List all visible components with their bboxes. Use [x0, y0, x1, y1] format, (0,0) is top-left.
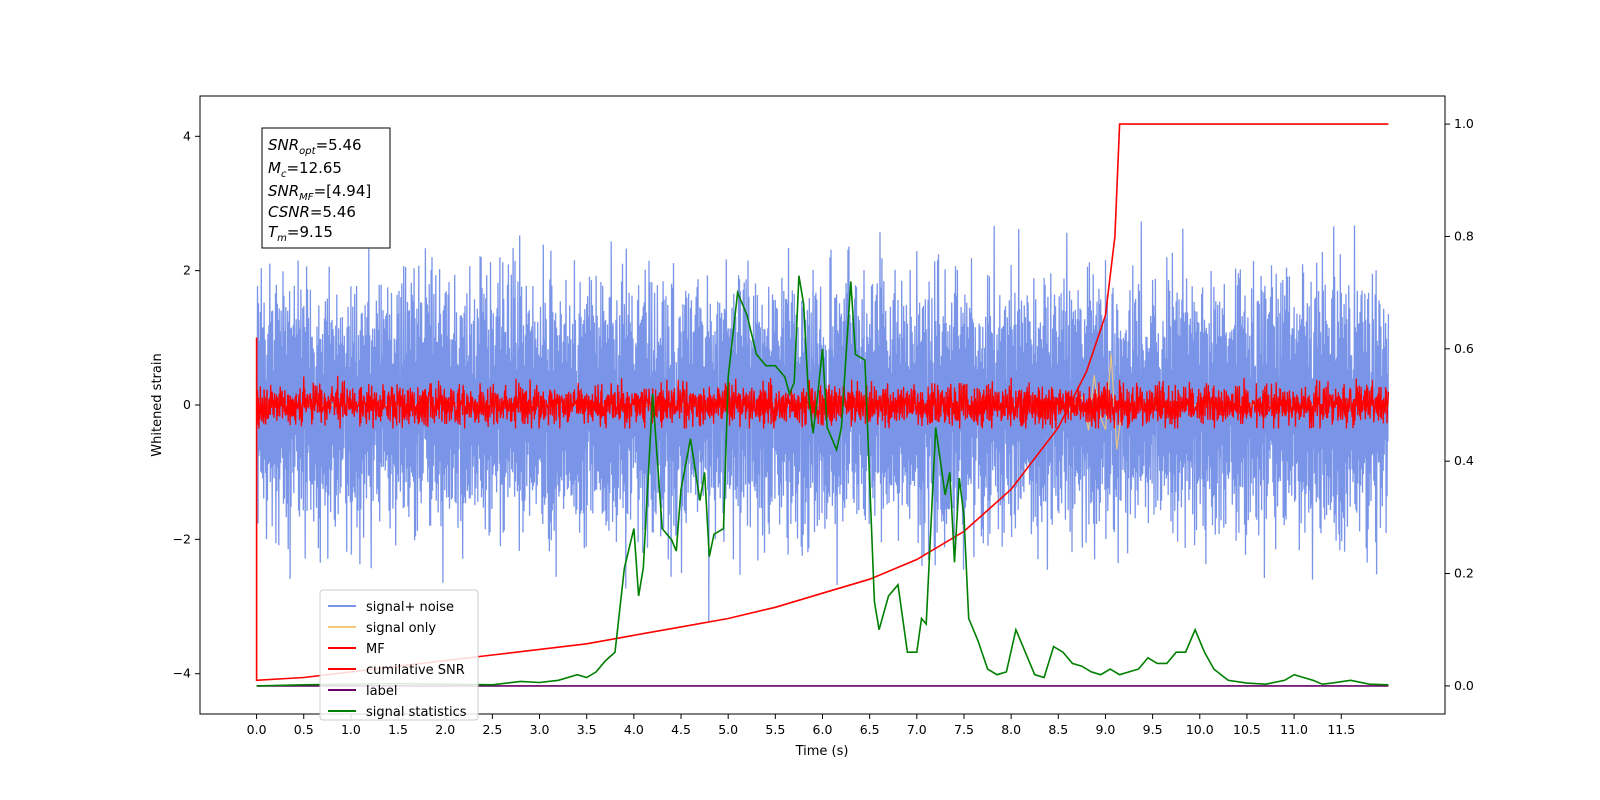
legend-label: cumilative SNR — [366, 663, 465, 678]
stats-csnr: CSNR=5.46 — [268, 203, 356, 221]
x-tick-label: 9.5 — [1143, 722, 1163, 737]
x-tick-label: 7.5 — [954, 722, 974, 737]
y-tick-label: −4 — [173, 666, 191, 681]
y2-tick-label: 0.6 — [1454, 341, 1474, 356]
x-tick-label: 1.0 — [341, 722, 361, 737]
legend-label: label — [366, 684, 397, 699]
x-tick-label: 4.5 — [671, 722, 691, 737]
x-tick-label: 6.0 — [813, 722, 833, 737]
x-tick-label: 0.0 — [247, 722, 267, 737]
y2-tick-label: 0.4 — [1454, 453, 1474, 468]
stats-mc: Mc=12.65 — [268, 159, 342, 180]
stats-snr-mf: SNRMF=[4.94] — [268, 182, 371, 203]
legend-label: signal statistics — [366, 705, 467, 720]
y-axis-left: −4 −2 0 2 4 — [173, 128, 200, 681]
y-tick-label: −2 — [173, 531, 191, 546]
x-tick-label: 3.0 — [530, 722, 550, 737]
x-tick-label: 8.0 — [1001, 722, 1021, 737]
x-tick-label: 1.5 — [388, 722, 408, 737]
stats-box: SNRopt=5.46 Mc=12.65 SNRMF=[4.94] CSNR=5… — [261, 127, 391, 249]
y-axis-right: 0.0 0.2 0.4 0.6 0.8 1.0 — [1445, 116, 1474, 693]
x-tick-label: 4.0 — [624, 722, 644, 737]
stats-tm: Tm=9.15 — [268, 223, 333, 244]
x-tick-label: 3.5 — [577, 722, 597, 737]
x-axis-label: Time (s) — [795, 744, 849, 759]
x-tick-label: 2.0 — [435, 722, 455, 737]
x-tick-label: 2.5 — [482, 722, 502, 737]
x-tick-label: 8.5 — [1048, 722, 1068, 737]
x-tick-label: 6.5 — [860, 722, 880, 737]
y2-tick-label: 0.2 — [1454, 566, 1474, 581]
series-mf-line — [255, 337, 1390, 429]
stats-box-frame — [261, 127, 391, 249]
legend: signal+ noise signal only MF cumilative SNR… — [319, 589, 479, 721]
y-tick-label: 0 — [183, 397, 191, 412]
stats-snr-opt: SNRopt=5.46 — [268, 136, 362, 157]
legend-label: MF — [366, 642, 385, 657]
x-tick-label: 10.5 — [1233, 722, 1261, 737]
y-tick-label: 2 — [183, 263, 191, 278]
x-tick-label: 0.5 — [294, 722, 314, 737]
y-axis-label: Whitened strain — [150, 353, 165, 456]
legend-frame — [319, 589, 479, 721]
y-tick-label: 4 — [183, 128, 191, 143]
x-axis: 0.0 0.5 1.0 1.5 2.0 2.5 3.0 3.5 4.0 4.5 5.0 5.5 6.0 6… — [247, 714, 1355, 737]
x-tick-label: 9.0 — [1096, 722, 1116, 737]
x-tick-label: 7.0 — [907, 722, 927, 737]
x-tick-label: 5.0 — [718, 722, 738, 737]
x-tick-label: 11.5 — [1327, 722, 1355, 737]
y2-tick-label: 0.8 — [1454, 228, 1474, 243]
x-tick-label: 11.0 — [1280, 722, 1308, 737]
series-signal-statistics-line — [256, 275, 1389, 687]
legend-label: signal+ noise — [366, 600, 454, 615]
legend-label: signal only — [366, 621, 436, 636]
y2-tick-label: 0.0 — [1454, 678, 1474, 693]
x-tick-label: 5.5 — [765, 722, 785, 737]
y2-tick-label: 1.0 — [1454, 116, 1474, 131]
x-tick-label: 10.0 — [1186, 722, 1214, 737]
